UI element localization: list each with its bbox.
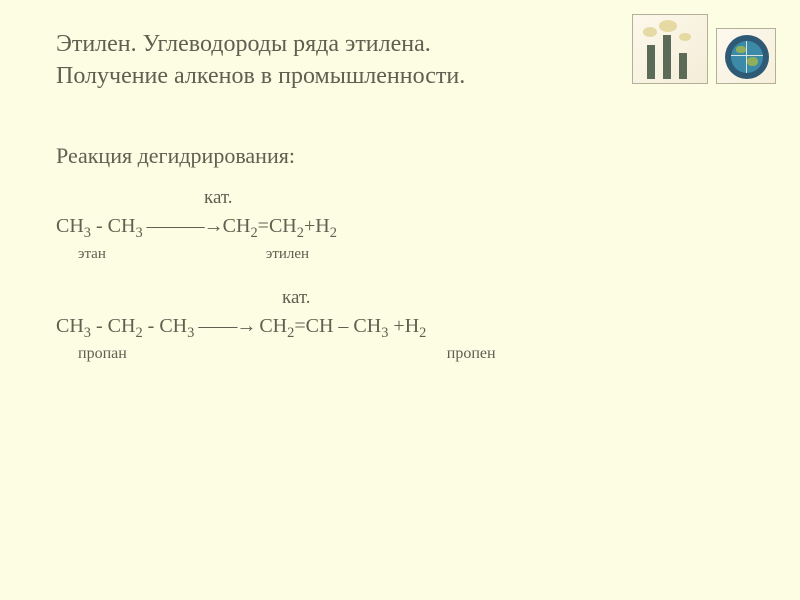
catalyst-label-1: кат.	[204, 187, 744, 209]
factory-icon	[632, 14, 708, 84]
labels-row-2: пропан пропен	[56, 344, 744, 365]
equation-2: CH3 - CH2 - CH3 ——→ CH2=CH – CH3 +H2	[56, 313, 744, 343]
reaction-subtitle: Реакция дегидрирования:	[56, 143, 744, 169]
equation-1: CH3 - CH3 ———→CH2=CH2+H2	[56, 213, 744, 243]
label-ethane: этан	[78, 246, 106, 262]
header-icons	[632, 14, 776, 88]
label-propane: пропан	[78, 345, 127, 362]
labels-row-1: этан этилен	[56, 245, 744, 265]
globe-icon	[716, 28, 776, 84]
label-ethylene: этилен	[266, 246, 309, 262]
catalyst-label-2: кат.	[282, 287, 744, 309]
label-propene: пропен	[447, 345, 496, 362]
